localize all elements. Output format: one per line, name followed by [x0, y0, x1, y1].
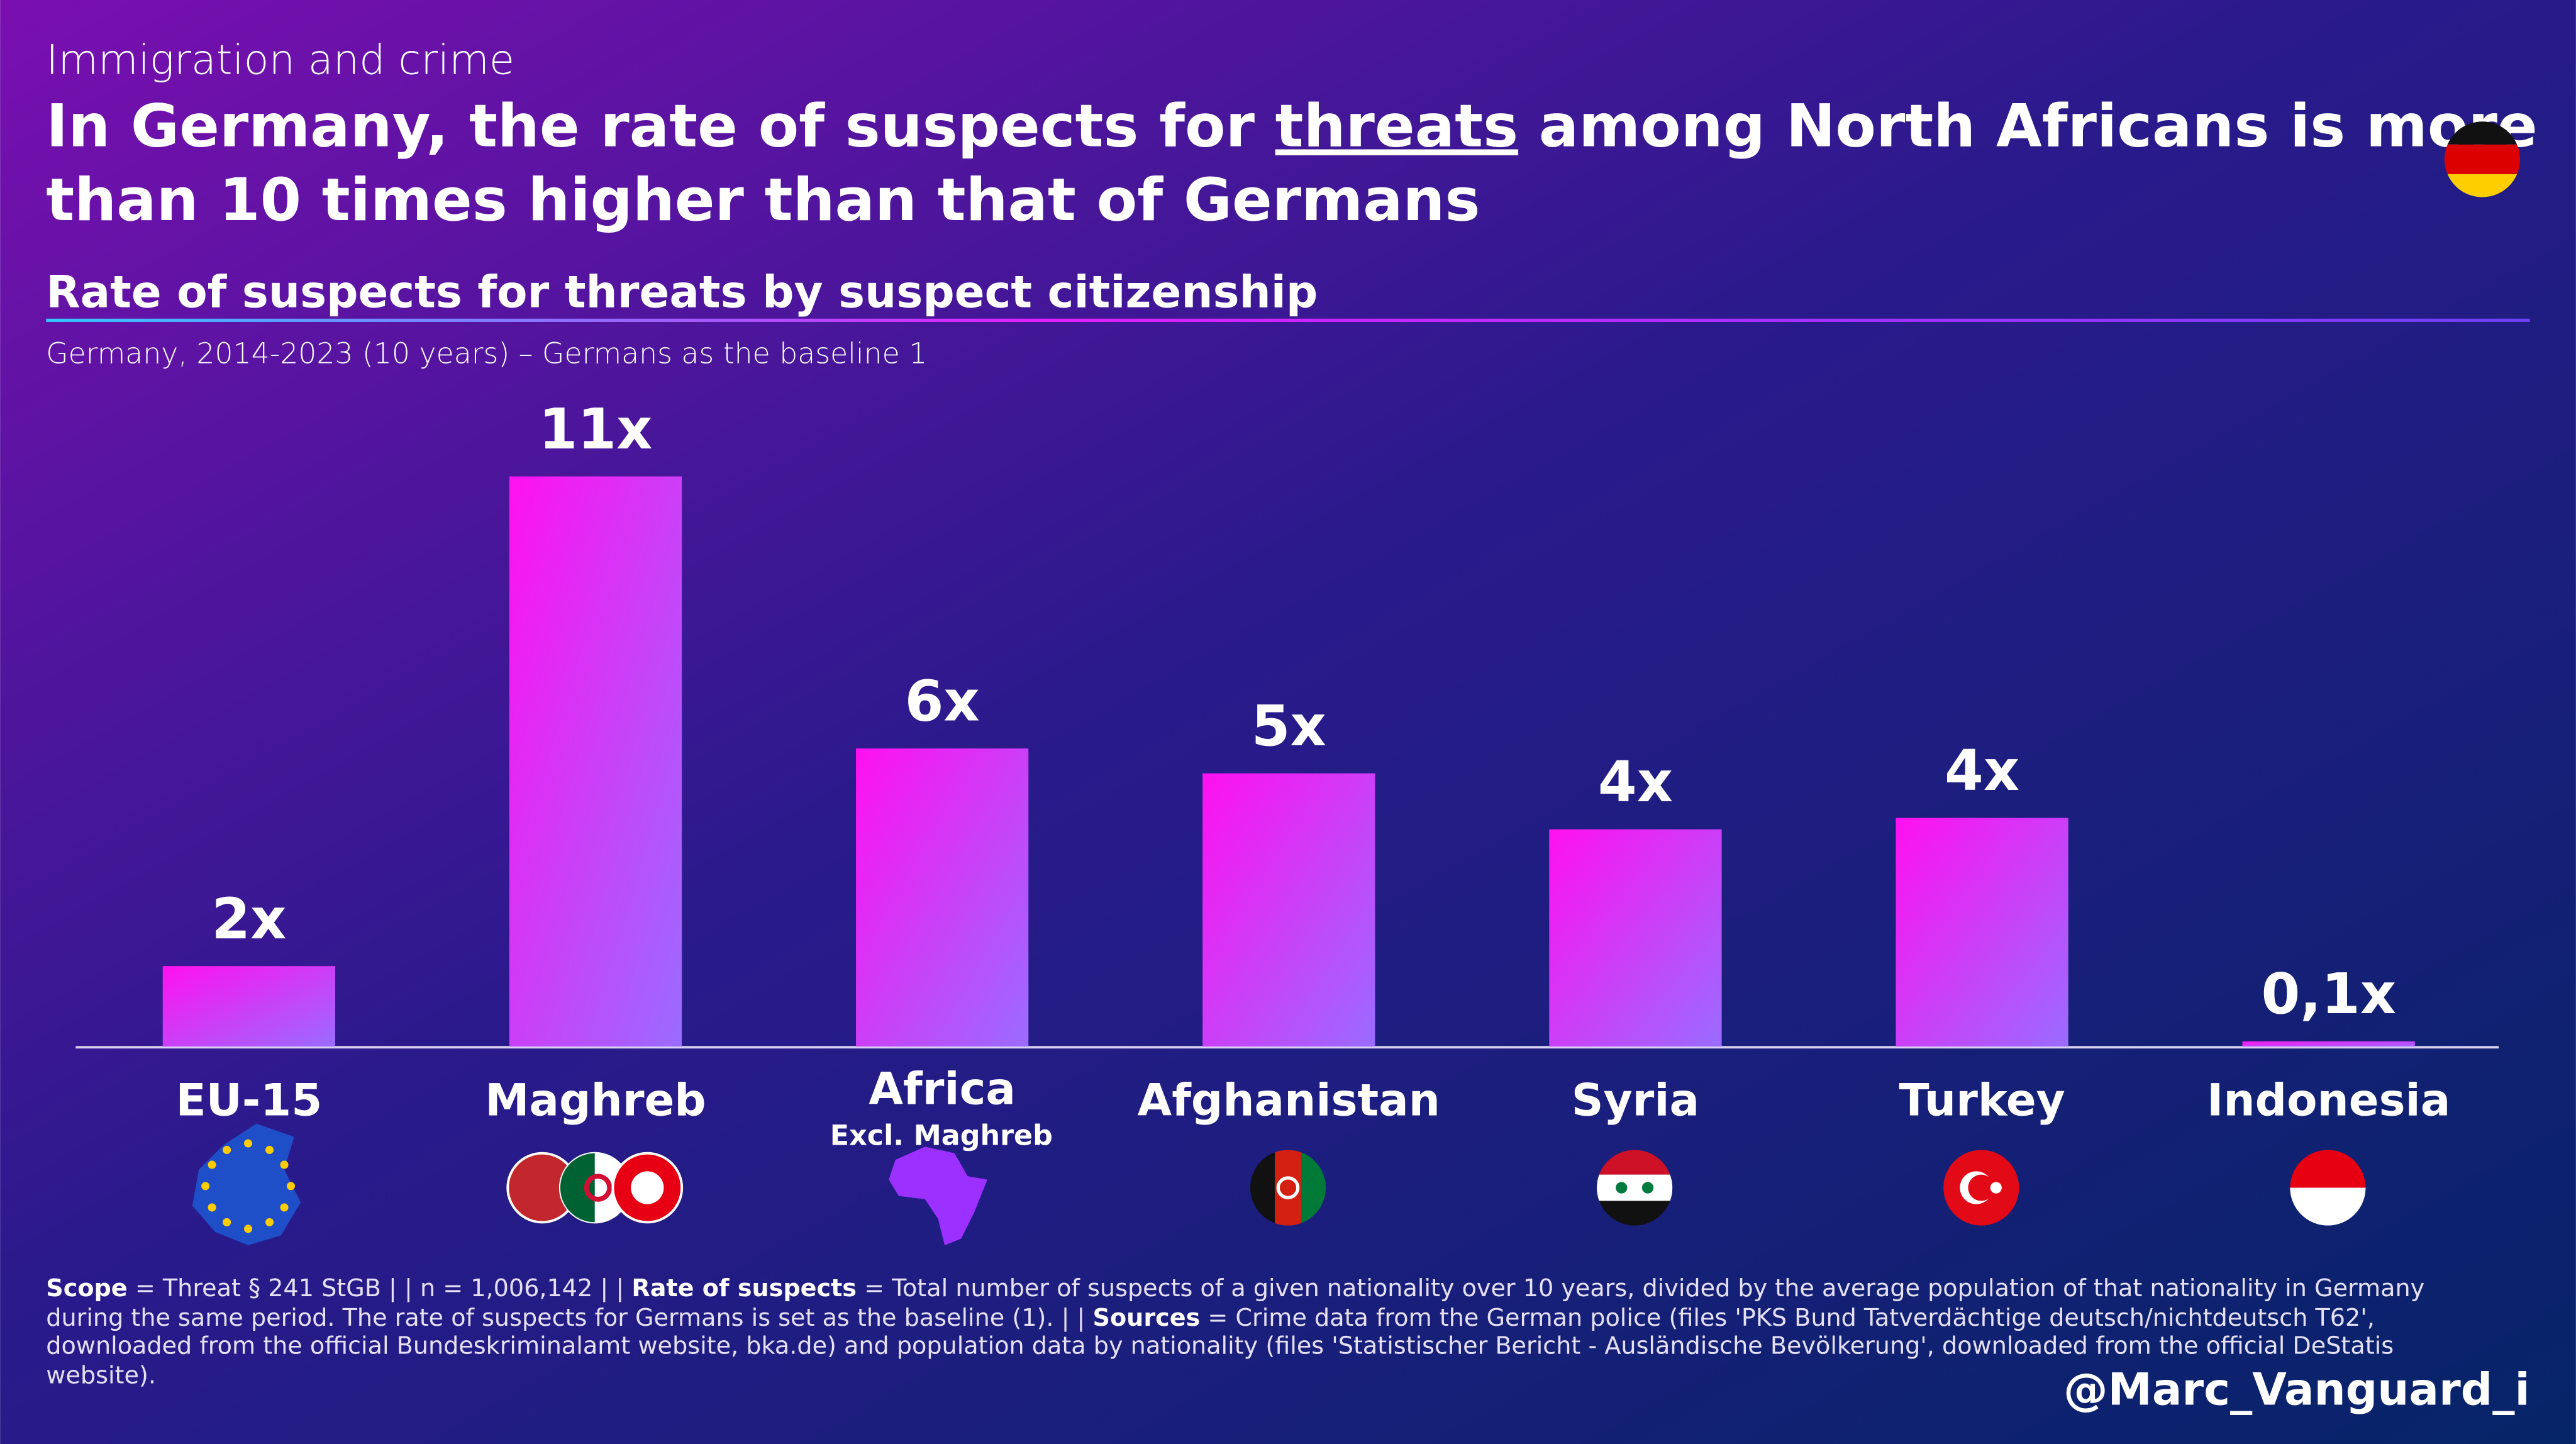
x-tick-label: Maghreb — [485, 1075, 706, 1126]
value-label: 5x — [1252, 694, 1326, 758]
icon-syria — [1597, 1150, 1673, 1226]
footnote: Scope = Threat § 241 StGB | | n = 1,006,… — [46, 1275, 2494, 1390]
title-part: In Germany, the rate of suspects for — [46, 92, 1275, 160]
footnote-part: Sources — [1092, 1303, 1201, 1332]
bar — [509, 476, 682, 1047]
icon-turkey — [1943, 1150, 2019, 1226]
bar — [1202, 773, 1375, 1047]
category-note: Excl. Maghreb — [830, 1120, 1053, 1152]
footnote-part: = Threat § 241 StGB | | n = 1,006,142 | … — [127, 1274, 632, 1303]
title-part: threats — [1275, 92, 1518, 160]
footnote-part: = Total number of suspects of a given na… — [46, 1274, 2425, 1332]
kicker: Immigration and crime — [46, 36, 514, 84]
bar — [1549, 829, 1722, 1047]
footnote-part: Scope — [46, 1274, 128, 1303]
subtitle-rule — [46, 318, 2530, 322]
subtitle: Rate of suspects for threats by suspect … — [46, 266, 1318, 318]
title-part: among North Africans is more — [1518, 92, 2538, 160]
x-tick-label: Syria — [1572, 1075, 1699, 1126]
footnote-box: Scope = Threat § 241 StGB | | n = 1,006,… — [46, 1275, 2494, 1390]
x-tick-label: Turkey — [1899, 1075, 2065, 1126]
bar — [162, 966, 336, 1047]
title-line: In Germany, the rate of suspects for thr… — [46, 92, 2537, 160]
title-part: than 10 times higher than that of German… — [46, 166, 1480, 235]
x-tick-label: Afghanistan — [1138, 1075, 1440, 1126]
bar — [2242, 1041, 2415, 1047]
x-tick-label: Africa — [869, 1063, 1016, 1114]
value-label: 4x — [1945, 738, 2019, 803]
value-label: 6x — [905, 669, 980, 734]
bar — [1896, 818, 2068, 1047]
value-label: 0,1x — [2261, 962, 2396, 1026]
value-label: 4x — [1598, 750, 1673, 814]
title-line: than 10 times higher than that of German… — [46, 166, 1480, 235]
footnote-part: Rate of suspects — [631, 1274, 857, 1303]
x-tick-label: EU-15 — [175, 1075, 322, 1126]
footnote-part: = Crime data from the German police (fil… — [46, 1303, 2394, 1389]
value-label: 11x — [539, 397, 653, 462]
handle: @Marc_Vanguard_i — [2063, 1363, 2530, 1415]
icon-eu — [192, 1123, 301, 1245]
value-label: 2x — [211, 887, 286, 952]
note: Germany, 2014-2023 (10 years) – Germans … — [46, 336, 927, 370]
icon-maghreb — [506, 1152, 684, 1224]
bar — [856, 748, 1029, 1047]
icon-africa — [889, 1147, 987, 1245]
x-tick-label: Indonesia — [2207, 1075, 2450, 1126]
